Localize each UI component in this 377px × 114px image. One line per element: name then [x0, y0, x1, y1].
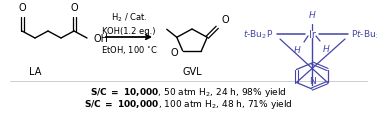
Text: O: O: [171, 47, 179, 57]
Text: P$t$-Bu$_2$: P$t$-Bu$_2$: [351, 28, 377, 41]
Text: KOH(1.2 eq.): KOH(1.2 eq.): [102, 27, 156, 36]
Text: OH: OH: [93, 34, 108, 44]
Text: LA: LA: [29, 66, 41, 76]
Text: H: H: [309, 11, 316, 20]
Text: $t$-Bu$_2$P: $t$-Bu$_2$P: [243, 28, 273, 41]
Text: GVL: GVL: [182, 66, 202, 76]
Text: EtOH, 100 $^{\circ}$C: EtOH, 100 $^{\circ}$C: [101, 44, 158, 56]
Text: Ir: Ir: [308, 30, 316, 40]
Text: O: O: [18, 3, 26, 13]
Text: H$_2$ / Cat.: H$_2$ / Cat.: [111, 12, 147, 24]
Text: H: H: [323, 45, 330, 54]
Text: O: O: [70, 3, 78, 13]
Text: H: H: [294, 46, 301, 54]
Text: N: N: [309, 76, 316, 85]
Text: O: O: [221, 15, 229, 25]
Text: $\bf{S/C}$ $\bf{=}$ $\bf{100{,}000}$, 100 atm H$_2$, 48 h, 71% yield: $\bf{S/C}$ $\bf{=}$ $\bf{100{,}000}$, 10…: [84, 98, 293, 111]
Text: $\bf{S/C}$ $\bf{=}$ $\bf{10{,}000}$, 50 atm H$_2$, 24 h, 98% yield: $\bf{S/C}$ $\bf{=}$ $\bf{10{,}000}$, 50 …: [90, 86, 287, 99]
